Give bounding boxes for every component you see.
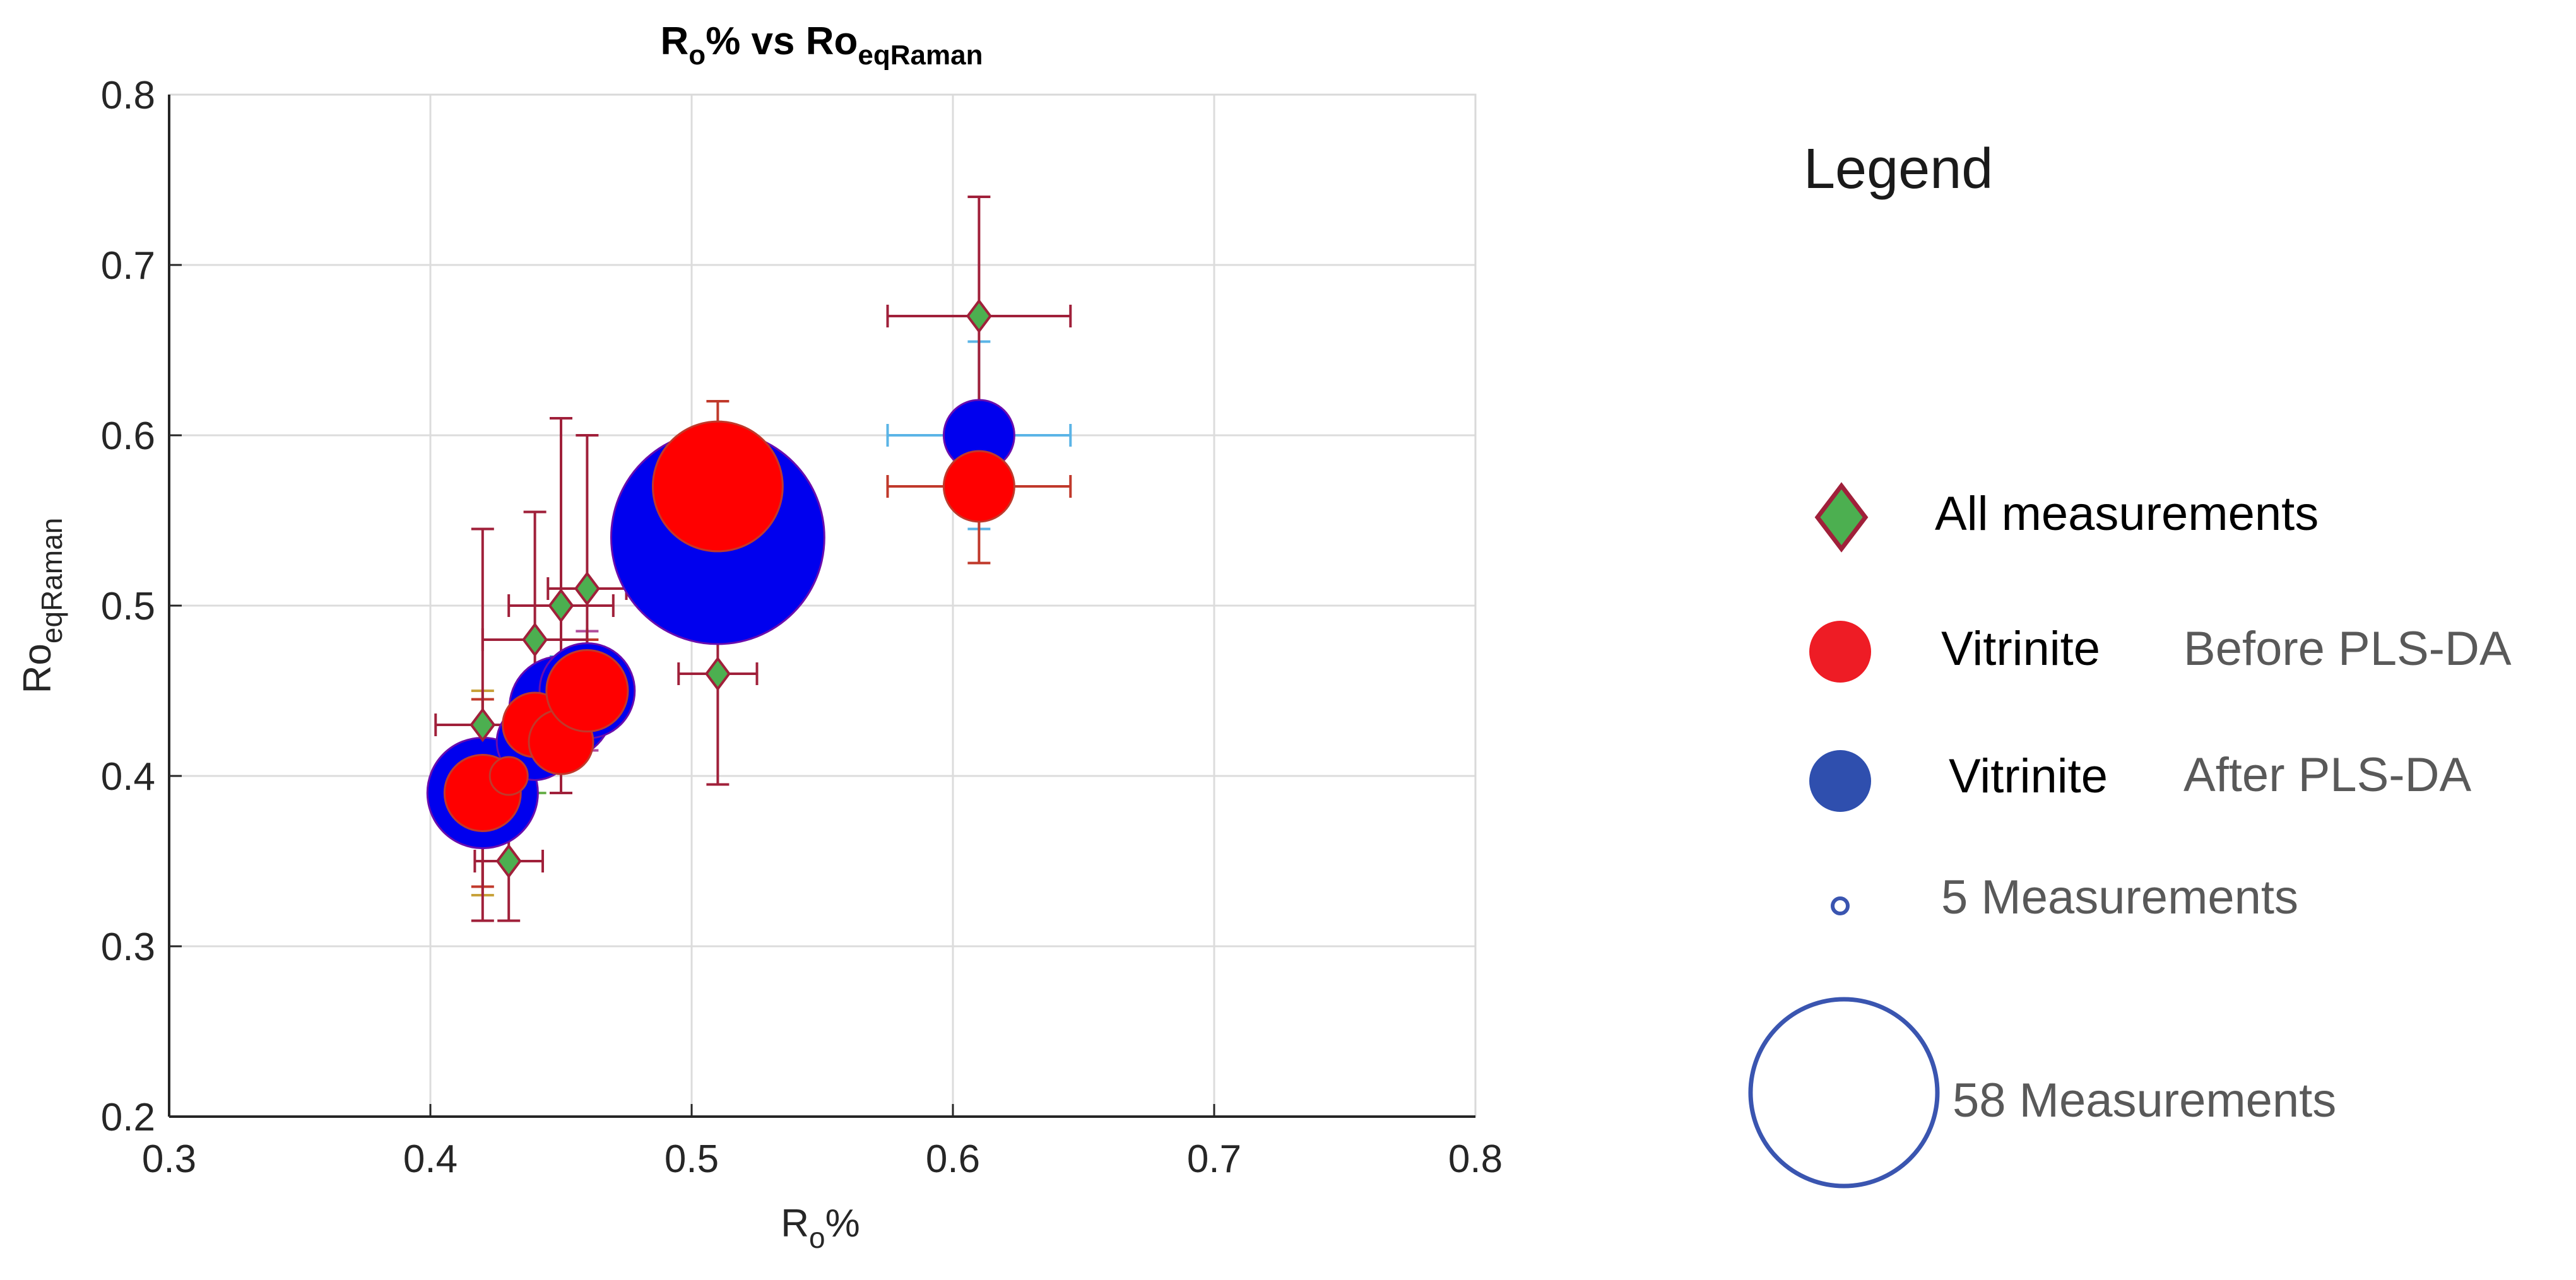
y-tick-label: 0.5 <box>101 585 155 628</box>
legend-before-name: Vitrinite <box>1941 622 2100 676</box>
chart-title-sub2: eqRaman <box>858 40 983 71</box>
legend-size-large-icon <box>1748 997 1940 1189</box>
y-tick-label: 0.4 <box>101 755 155 799</box>
chart-title: Ro% vs RoeqRaman <box>661 20 983 71</box>
chart-title-main: R <box>661 20 689 63</box>
all-measurements-point <box>495 843 522 879</box>
y-tick-label: 0.8 <box>101 74 155 117</box>
x-tick-label: 0.4 <box>403 1137 458 1181</box>
legend-all-label: All measurements <box>1935 487 2319 541</box>
y-axis-label: RoeqRaman <box>16 518 68 694</box>
axes <box>168 93 1477 1118</box>
legend-before-stage: Before PLS-DA <box>2183 622 2512 676</box>
before-pls-da-point <box>942 450 1015 523</box>
y-axis-label-sub: eqRaman <box>35 518 68 643</box>
legend-size-small-label: 5 Measurements <box>1941 871 2298 924</box>
y-tick-label: 0.7 <box>101 244 155 288</box>
legend: Legend All measurements Vitrinite Before… <box>1748 138 2512 1189</box>
before-pls-da-point <box>545 649 629 733</box>
data-markers <box>426 298 1015 879</box>
all-measurements-point <box>522 622 548 657</box>
legend-diamond-icon <box>1814 482 1869 553</box>
tick-labels: 0.3 0.4 0.5 0.6 0.7 0.80.20.30.40.50.60.70.8 <box>101 74 1503 1181</box>
before-pls-da-point <box>488 756 529 796</box>
chart-title-sub: o <box>688 40 706 71</box>
y-tick-label: 0.2 <box>101 1096 155 1139</box>
legend-after-name: Vitrinite <box>1949 749 2108 803</box>
legend-after-icon <box>1809 750 1871 812</box>
x-axis-label-main: R <box>781 1202 809 1245</box>
x-axis-label-sub: o <box>809 1221 825 1254</box>
y-tick-label: 0.3 <box>101 925 155 969</box>
x-tick-label: 0.6 <box>926 1137 980 1181</box>
all-measurements-point <box>470 707 496 743</box>
before-pls-da-point <box>651 420 784 553</box>
x-tick-label: 0.3 <box>142 1137 196 1181</box>
y-axis-label-main: Ro <box>16 643 59 693</box>
x-tick-label: 0.7 <box>1187 1137 1241 1181</box>
all-measurements-point <box>574 571 600 606</box>
x-axis-label: Ro% <box>781 1202 860 1254</box>
x-tick-label: 0.8 <box>1448 1137 1503 1181</box>
x-axis-label-suffix: % <box>825 1202 860 1245</box>
legend-title: Legend <box>1804 138 1993 201</box>
y-tick-label: 0.6 <box>101 414 155 458</box>
legend-after-stage: After PLS-DA <box>2183 748 2471 802</box>
legend-size-small-icon <box>1831 896 1850 915</box>
legend-before-icon <box>1809 621 1871 683</box>
all-measurements-point <box>966 298 992 334</box>
all-measurements-point <box>548 588 574 623</box>
x-tick-label: 0.5 <box>665 1137 719 1181</box>
chart-title-mid: % vs Ro <box>706 20 858 63</box>
all-measurements-point <box>704 656 731 691</box>
legend-size-large-label: 58 Measurements <box>1953 1074 2336 1127</box>
